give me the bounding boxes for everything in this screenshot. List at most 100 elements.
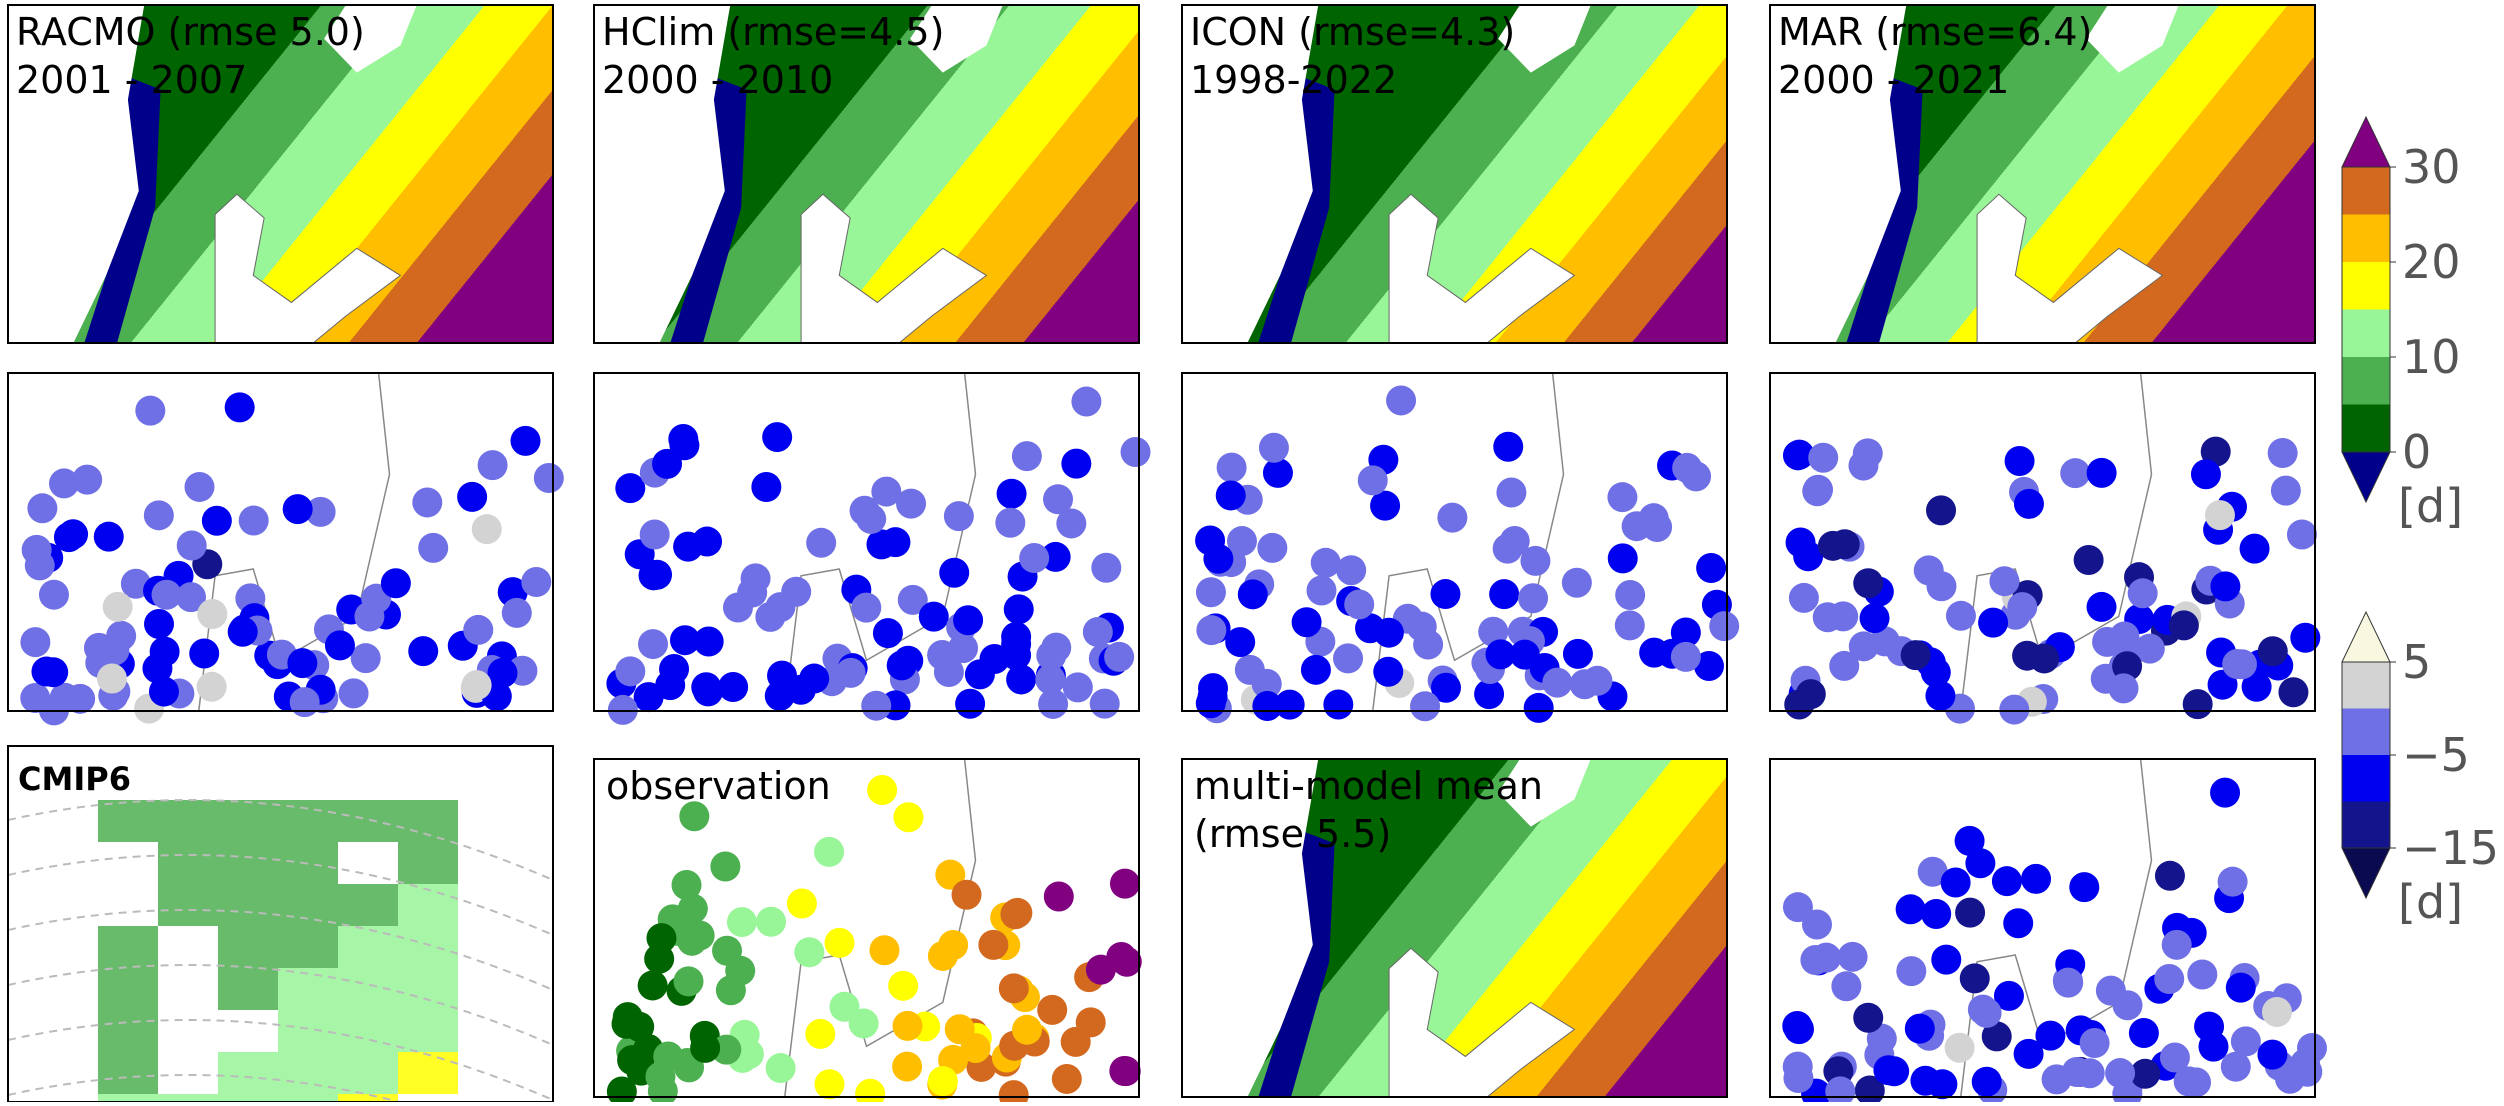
station [851, 593, 881, 623]
station [39, 580, 69, 610]
cmip-label: CMIP6 [18, 760, 131, 798]
station [144, 609, 174, 639]
grid-cell [338, 926, 398, 968]
station [638, 629, 668, 659]
station [1972, 1067, 2002, 1097]
station [408, 636, 438, 666]
field [1182, 759, 1727, 1097]
colorbar-segment [2342, 262, 2390, 310]
station [1063, 672, 1093, 702]
grid-cell [218, 926, 278, 968]
station [2035, 1021, 2065, 1051]
station [1358, 465, 1388, 495]
station [1496, 478, 1526, 508]
station [2105, 1058, 2135, 1088]
station [1413, 630, 1443, 660]
station [829, 992, 859, 1022]
station [1323, 690, 1353, 720]
station [1091, 553, 1121, 583]
station [1374, 618, 1404, 648]
station [1292, 607, 1322, 637]
station [1336, 555, 1366, 585]
station [646, 923, 676, 953]
cmip-panel [8, 746, 553, 1102]
station [99, 636, 129, 666]
station [805, 1019, 835, 1049]
station [1524, 693, 1554, 723]
station [727, 907, 757, 937]
station [1582, 666, 1612, 696]
station [814, 837, 844, 867]
station [457, 482, 487, 512]
station [1945, 1033, 1975, 1063]
station [1786, 528, 1816, 558]
station [1344, 589, 1374, 619]
station [1992, 866, 2022, 896]
station [1518, 583, 1548, 613]
colorbar-over [2342, 612, 2390, 662]
colorbar-under [2342, 452, 2390, 502]
station [1083, 617, 1113, 647]
station [765, 592, 795, 622]
station [1925, 681, 1955, 711]
station [1784, 1014, 1814, 1044]
station [1000, 899, 1030, 929]
panel-period: 2001 - 2007 [16, 58, 247, 102]
station [418, 533, 448, 563]
station [1608, 543, 1638, 573]
station [640, 520, 670, 550]
station [1829, 651, 1859, 681]
panel-title: RACMO (rmse 5.0) [16, 10, 365, 54]
station [290, 687, 320, 717]
panel-period: 1998-2022 [1190, 58, 1397, 102]
station [893, 802, 923, 832]
figure: RACMO (rmse 5.0)2001 - 2007HClim (rmse=4… [0, 0, 2504, 1102]
station [2187, 959, 2217, 989]
station [944, 501, 974, 531]
grid-cell [218, 1094, 278, 1102]
colorbar-segment [2342, 215, 2390, 263]
station [888, 971, 918, 1001]
station [1946, 601, 1976, 631]
station [149, 677, 179, 707]
station [2080, 1028, 2110, 1058]
station [2191, 459, 2221, 489]
station [1252, 691, 1282, 721]
grid-cell [98, 1052, 158, 1094]
grid-cell [98, 968, 158, 1010]
colorbar-segment [2342, 167, 2390, 215]
station [412, 487, 442, 517]
station [197, 599, 227, 629]
station [184, 472, 214, 502]
panel-period: 2000 - 2010 [602, 58, 833, 102]
station-map [1770, 373, 2320, 725]
station [2218, 867, 2248, 897]
station [919, 602, 949, 632]
colorbar-segment [2342, 405, 2390, 453]
station-map [1182, 373, 1739, 723]
field [1770, 5, 2315, 343]
station [1978, 608, 2008, 638]
station-map [594, 373, 1151, 725]
grid-cell [338, 800, 398, 842]
station [472, 514, 502, 544]
grid-cell [338, 1010, 398, 1052]
station [655, 670, 685, 700]
station [1955, 898, 1985, 928]
station [502, 598, 532, 628]
grid-cell [398, 842, 458, 884]
station [462, 670, 492, 700]
station [228, 617, 258, 647]
station [1910, 1066, 1940, 1096]
station [325, 630, 355, 660]
grid-cell [98, 800, 158, 842]
colorbar-unit: [d] [2398, 875, 2463, 929]
station [794, 937, 824, 967]
colorbar-segment [2342, 310, 2390, 358]
station [806, 528, 836, 558]
panel-title: MAR (rmse=6.4) [1778, 10, 2092, 54]
station [239, 506, 269, 536]
station [1520, 546, 1550, 576]
station [965, 659, 995, 689]
station [1896, 894, 1926, 924]
